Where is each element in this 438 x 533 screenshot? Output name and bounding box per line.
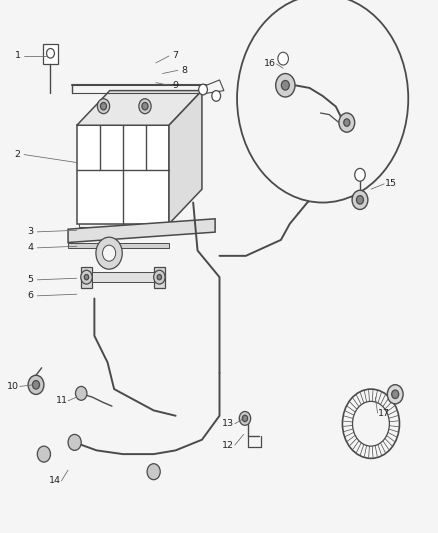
Text: 9: 9 [172, 81, 178, 90]
Circle shape [28, 375, 44, 394]
Text: 7: 7 [172, 52, 178, 60]
Circle shape [81, 270, 92, 284]
Text: 6: 6 [28, 292, 34, 300]
Circle shape [84, 274, 88, 280]
Polygon shape [77, 125, 169, 224]
Text: 5: 5 [28, 276, 34, 284]
Circle shape [391, 390, 398, 399]
Text: 17: 17 [377, 409, 389, 417]
Text: 2: 2 [14, 150, 21, 159]
Text: 10: 10 [7, 382, 19, 391]
Polygon shape [169, 91, 201, 224]
Text: 15: 15 [384, 180, 396, 188]
Circle shape [386, 385, 402, 404]
Text: 16: 16 [263, 60, 276, 68]
Circle shape [354, 168, 364, 181]
Text: 11: 11 [55, 397, 67, 405]
Circle shape [147, 464, 160, 480]
Circle shape [102, 245, 115, 261]
Circle shape [95, 237, 122, 269]
Text: 3: 3 [28, 228, 34, 236]
Circle shape [100, 102, 106, 110]
Polygon shape [42, 44, 58, 64]
Circle shape [46, 49, 54, 58]
Polygon shape [153, 266, 164, 288]
Text: 14: 14 [49, 477, 61, 485]
Circle shape [212, 91, 220, 101]
Text: 13: 13 [222, 419, 234, 428]
Circle shape [157, 274, 161, 280]
Circle shape [242, 415, 247, 422]
Circle shape [75, 386, 87, 400]
Circle shape [237, 0, 407, 203]
Text: 8: 8 [181, 66, 187, 75]
Circle shape [32, 381, 39, 389]
Circle shape [141, 102, 148, 110]
Polygon shape [77, 91, 201, 125]
Circle shape [97, 99, 110, 114]
Circle shape [338, 113, 354, 132]
Circle shape [239, 411, 250, 425]
Circle shape [343, 119, 349, 126]
Circle shape [281, 80, 289, 90]
Circle shape [351, 190, 367, 209]
Text: 1: 1 [14, 52, 21, 60]
Polygon shape [92, 272, 153, 282]
Text: 4: 4 [28, 244, 34, 252]
Polygon shape [81, 266, 92, 288]
Circle shape [153, 270, 165, 284]
Circle shape [352, 401, 389, 446]
Circle shape [198, 84, 207, 95]
Circle shape [68, 434, 81, 450]
Polygon shape [79, 173, 166, 227]
Circle shape [356, 196, 363, 204]
Circle shape [37, 446, 50, 462]
Circle shape [138, 99, 151, 114]
Text: 12: 12 [222, 441, 234, 449]
Circle shape [277, 52, 288, 65]
Polygon shape [68, 243, 169, 248]
Polygon shape [68, 219, 215, 243]
Circle shape [275, 74, 294, 97]
